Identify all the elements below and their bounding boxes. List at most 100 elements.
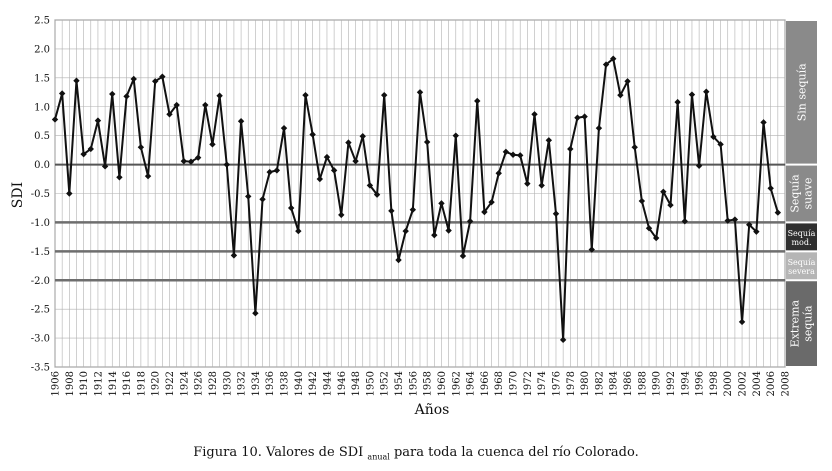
sdi-point	[638, 197, 646, 205]
sdi-point	[516, 152, 524, 159]
x-tick-label: 1954	[394, 371, 405, 396]
sdi-point	[209, 141, 216, 148]
x-tick-label: 1982	[594, 371, 605, 396]
sdi-point	[724, 217, 731, 224]
sdi-point	[624, 78, 631, 85]
x-tick-label: 2008	[781, 371, 792, 396]
sdi-point	[610, 55, 617, 62]
sdi-point	[66, 190, 73, 197]
sdi-point	[631, 144, 638, 151]
sdi-point	[574, 114, 581, 121]
sdi-point	[381, 91, 388, 99]
x-tick-label: 1928	[208, 371, 219, 396]
sdi-point	[703, 88, 710, 95]
x-tick-label: 1988	[637, 371, 648, 396]
sdi-point	[302, 91, 309, 99]
y-tick-label: 1.5	[34, 73, 50, 84]
sdi-point	[237, 118, 245, 125]
sdi-point	[180, 157, 188, 165]
x-tick-label: 1916	[122, 371, 133, 396]
y-tick-label: 1.0	[34, 102, 50, 113]
sdi-point	[767, 185, 774, 192]
x-tick-label: 2004	[752, 371, 763, 396]
sdi-point	[509, 151, 517, 158]
band-label-word: suave	[802, 177, 815, 209]
sdi-point	[674, 98, 681, 106]
sdi-point	[753, 228, 760, 235]
x-tick-label: 2006	[766, 371, 777, 396]
sdi-point	[738, 318, 746, 326]
x-tick-label: 1918	[136, 371, 147, 396]
x-tick-label: 1952	[380, 371, 391, 396]
sdi-point	[359, 133, 366, 140]
sdi-point	[502, 148, 510, 156]
sdi-point	[402, 227, 409, 235]
sdi-point	[581, 113, 588, 120]
x-tick-label: 1922	[165, 371, 176, 396]
x-tick-label: 1980	[580, 371, 591, 396]
x-tick-label: 1986	[623, 371, 634, 396]
sdi-point	[73, 77, 80, 84]
y-tick-label: -1.5	[31, 247, 50, 258]
band-label: Sin sequía	[796, 63, 809, 121]
x-tick-label: 1938	[280, 371, 291, 396]
sdi-point	[552, 210, 560, 217]
band-label: Extremasequía	[789, 299, 815, 347]
sdi-point	[194, 154, 202, 161]
sdi-point	[481, 208, 488, 216]
x-tick-label: 1978	[566, 371, 577, 396]
x-tick-label: 1972	[523, 371, 534, 396]
sdi-point	[87, 145, 94, 153]
sdi-point	[159, 73, 166, 80]
x-tick-label: 1934	[251, 371, 262, 396]
x-tick-label: 1920	[151, 371, 162, 396]
sdi-point	[617, 91, 624, 99]
x-tick-label: 1912	[93, 371, 104, 396]
y-tick-label: 0.5	[34, 131, 50, 142]
sdi-point	[202, 101, 209, 109]
sdi-point	[345, 139, 352, 146]
x-tick-label: 1932	[237, 371, 248, 396]
x-tick-label: 2002	[738, 371, 749, 396]
x-tick-label: 1946	[337, 371, 348, 396]
sdi-point	[216, 92, 223, 99]
sdi-point	[409, 206, 417, 213]
sdi-point	[459, 252, 467, 260]
band-label-word: Extrema	[789, 299, 802, 347]
sdi-point	[252, 310, 259, 317]
band-label-word: severa	[788, 267, 815, 276]
x-tick-label: 1942	[308, 371, 319, 396]
band-label-word: sequía	[802, 305, 815, 342]
y-tick-label: -1.0	[31, 218, 50, 229]
sdi-point	[595, 124, 603, 132]
sdi-point	[423, 138, 431, 146]
sdi-point	[323, 153, 331, 161]
x-tick-label: 1994	[680, 371, 691, 396]
figure-caption: Figura 10. Valores de SDI anual para tod…	[0, 445, 832, 462]
sdi-point	[287, 204, 295, 212]
sdi-point	[151, 78, 159, 85]
sdi-point	[352, 157, 359, 165]
band-label: Sequíasuave	[789, 174, 815, 213]
sdi-point	[567, 145, 574, 153]
x-tick-label: 1970	[509, 371, 520, 396]
sdi-point	[80, 150, 87, 158]
x-tick-label: 1914	[108, 371, 119, 396]
x-tick-label: 1960	[437, 371, 448, 396]
sdi-point	[746, 221, 753, 228]
x-tick-labels: 1906 1908 1910 1912 1914 1916 1918 1920 1922 1924…	[51, 371, 792, 396]
sdi-point	[101, 163, 109, 170]
sdi-point	[295, 227, 302, 235]
sdi-point	[488, 198, 495, 206]
x-tick-label: 1962	[451, 371, 462, 396]
sdi-point	[166, 111, 173, 118]
sdi-point	[144, 172, 152, 180]
x-tick-label: 1926	[194, 371, 205, 396]
x-tick-label: 1956	[408, 371, 419, 396]
sdi-point	[538, 182, 545, 189]
x-tick-label: 1908	[65, 371, 76, 396]
caption-subscript: anual	[367, 452, 390, 462]
y-tick-label: 0.0	[34, 160, 50, 171]
sdi-point	[245, 193, 252, 200]
